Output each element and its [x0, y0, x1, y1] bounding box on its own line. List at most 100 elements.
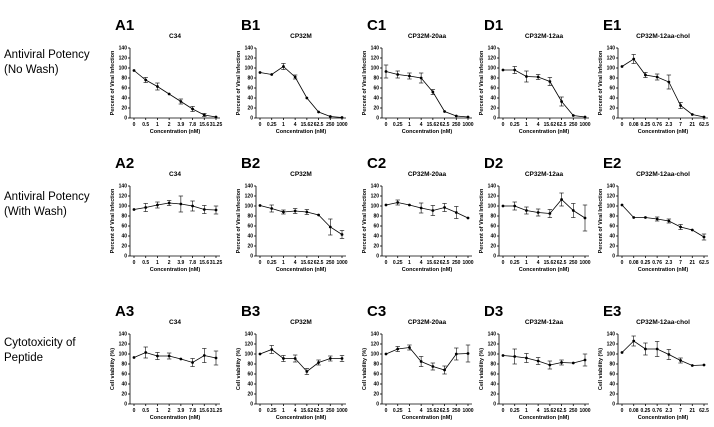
y-tick-label: 0 [612, 254, 615, 260]
data-point [431, 90, 435, 94]
y-tick-label: 100 [488, 66, 497, 72]
y-tick-label: 100 [245, 352, 254, 358]
y-tick-label: 40 [247, 382, 253, 388]
data-point [620, 203, 624, 207]
x-tick-label: 0.25 [267, 122, 277, 128]
x-tick-label: 2.3 [665, 408, 672, 414]
data-point [305, 210, 309, 214]
data-point [536, 75, 540, 79]
x-tick-label: 0.5 [142, 408, 149, 414]
x-tick-label: 250 [326, 260, 335, 266]
y-tick-label: 20 [121, 244, 127, 250]
x-tick-label: 0.76 [652, 122, 662, 128]
data-point [620, 351, 624, 354]
y-tick-label: 80 [609, 362, 615, 368]
x-tick-label: 31.25 [210, 260, 223, 266]
y-tick-label: 60 [121, 224, 127, 230]
data-point [202, 354, 206, 357]
y-tick-label: 20 [247, 106, 253, 112]
data-point [690, 228, 694, 232]
x-tick-label: 1 [282, 260, 285, 266]
y-axis-label: Percent of Viral Infection [598, 188, 604, 253]
x-tick-label: 0.08 [629, 408, 639, 414]
y-tick-label: 100 [119, 352, 128, 358]
y-tick-label: 80 [373, 362, 379, 368]
x-tick-label: 7 [679, 122, 682, 128]
y-tick-label: 120 [371, 342, 380, 348]
y-tick-label: 140 [371, 184, 380, 190]
y-axis-label: Cell viability (%) [598, 348, 604, 390]
x-tick-label: 1 [525, 122, 528, 128]
row-label-antiviral-no-wash: Antiviral Potency (No Wash) [4, 48, 112, 78]
y-tick-label: 100 [371, 352, 380, 358]
data-point [293, 75, 297, 79]
data-point [156, 203, 159, 207]
y-tick-label: 60 [247, 372, 253, 378]
data-point [156, 85, 159, 88]
panel-title: CP32M [290, 171, 312, 178]
x-tick-label: 0 [621, 260, 624, 266]
y-tick-label: 100 [607, 66, 616, 72]
x-tick-label: 62.5 [314, 408, 324, 414]
y-tick-label: 20 [609, 244, 615, 250]
y-tick-label: 140 [245, 184, 254, 190]
chart-panel-a2: A2 C34 0 20 40 60 80 100 120 140 0 0.5 1 2 3.9 7.8 15.6 3… [110, 155, 222, 273]
y-tick-label: 0 [612, 402, 615, 408]
y-tick-label: 40 [490, 96, 496, 102]
data-point [620, 65, 624, 68]
series-line [503, 69, 586, 118]
y-tick-label: 20 [373, 392, 379, 398]
x-tick-label: 250 [326, 122, 335, 128]
x-axis-label: Concentration (nM) [276, 267, 327, 273]
y-tick-label: 40 [609, 96, 615, 102]
chart-panel-c3: C3 CP32M-20aa 0 20 40 60 80 100 120 140 0 0.25 1 4 15.… [362, 303, 474, 421]
x-tick-label: 62.5 [440, 408, 450, 414]
panel-id: C3 [367, 303, 386, 320]
x-tick-label: 0.25 [510, 260, 520, 266]
data-point [513, 68, 517, 72]
data-point [655, 75, 659, 79]
data-point [644, 73, 647, 77]
series-line [259, 349, 342, 373]
y-tick-label: 60 [609, 224, 615, 230]
y-tick-label: 120 [371, 194, 380, 200]
x-tick-label: 7 [679, 260, 682, 266]
y-tick-label: 140 [371, 332, 380, 338]
panel-title: C34 [169, 319, 181, 326]
x-tick-label: 4 [294, 260, 297, 266]
data-point [571, 114, 575, 117]
x-tick-label: 4 [420, 122, 423, 128]
data-point [667, 80, 671, 84]
data-point [454, 211, 458, 214]
panel-title: CP32M-12aa-chol [636, 33, 690, 40]
x-axis-label: Concentration (nM) [519, 129, 570, 135]
y-tick-label: 120 [607, 194, 616, 200]
data-point [328, 115, 332, 118]
y-tick-label: 120 [245, 342, 254, 348]
chart-panel-b1: B1 CP32M 0 20 40 60 80 100 120 140 0 0.25 1 4 15.62 62.… [236, 17, 348, 135]
x-tick-label: 0 [502, 408, 505, 414]
y-tick-label: 60 [373, 86, 379, 92]
data-point [632, 57, 636, 61]
x-tick-label: 0 [621, 122, 624, 128]
y-tick-label: 100 [119, 204, 128, 210]
data-point [396, 201, 400, 204]
x-tick-label: 0.5 [142, 122, 149, 128]
y-tick-label: 60 [373, 224, 379, 230]
x-tick-label: 2.3 [665, 260, 672, 266]
x-tick-label: 250 [569, 260, 578, 266]
x-tick-label: 0 [385, 408, 388, 414]
y-tick-label: 0 [493, 116, 496, 122]
y-axis-label: Percent of Viral Infection [598, 50, 604, 115]
data-point [293, 357, 297, 360]
series-line [385, 202, 469, 219]
x-tick-label: 0.08 [629, 260, 639, 266]
data-point [443, 110, 446, 113]
x-tick-label: 2 [168, 260, 171, 266]
panel-title: CP32M-12aa [525, 319, 564, 326]
y-tick-label: 40 [490, 234, 496, 240]
data-point [167, 92, 171, 96]
data-point [328, 357, 332, 360]
data-point [167, 354, 171, 358]
series-line [385, 347, 469, 371]
